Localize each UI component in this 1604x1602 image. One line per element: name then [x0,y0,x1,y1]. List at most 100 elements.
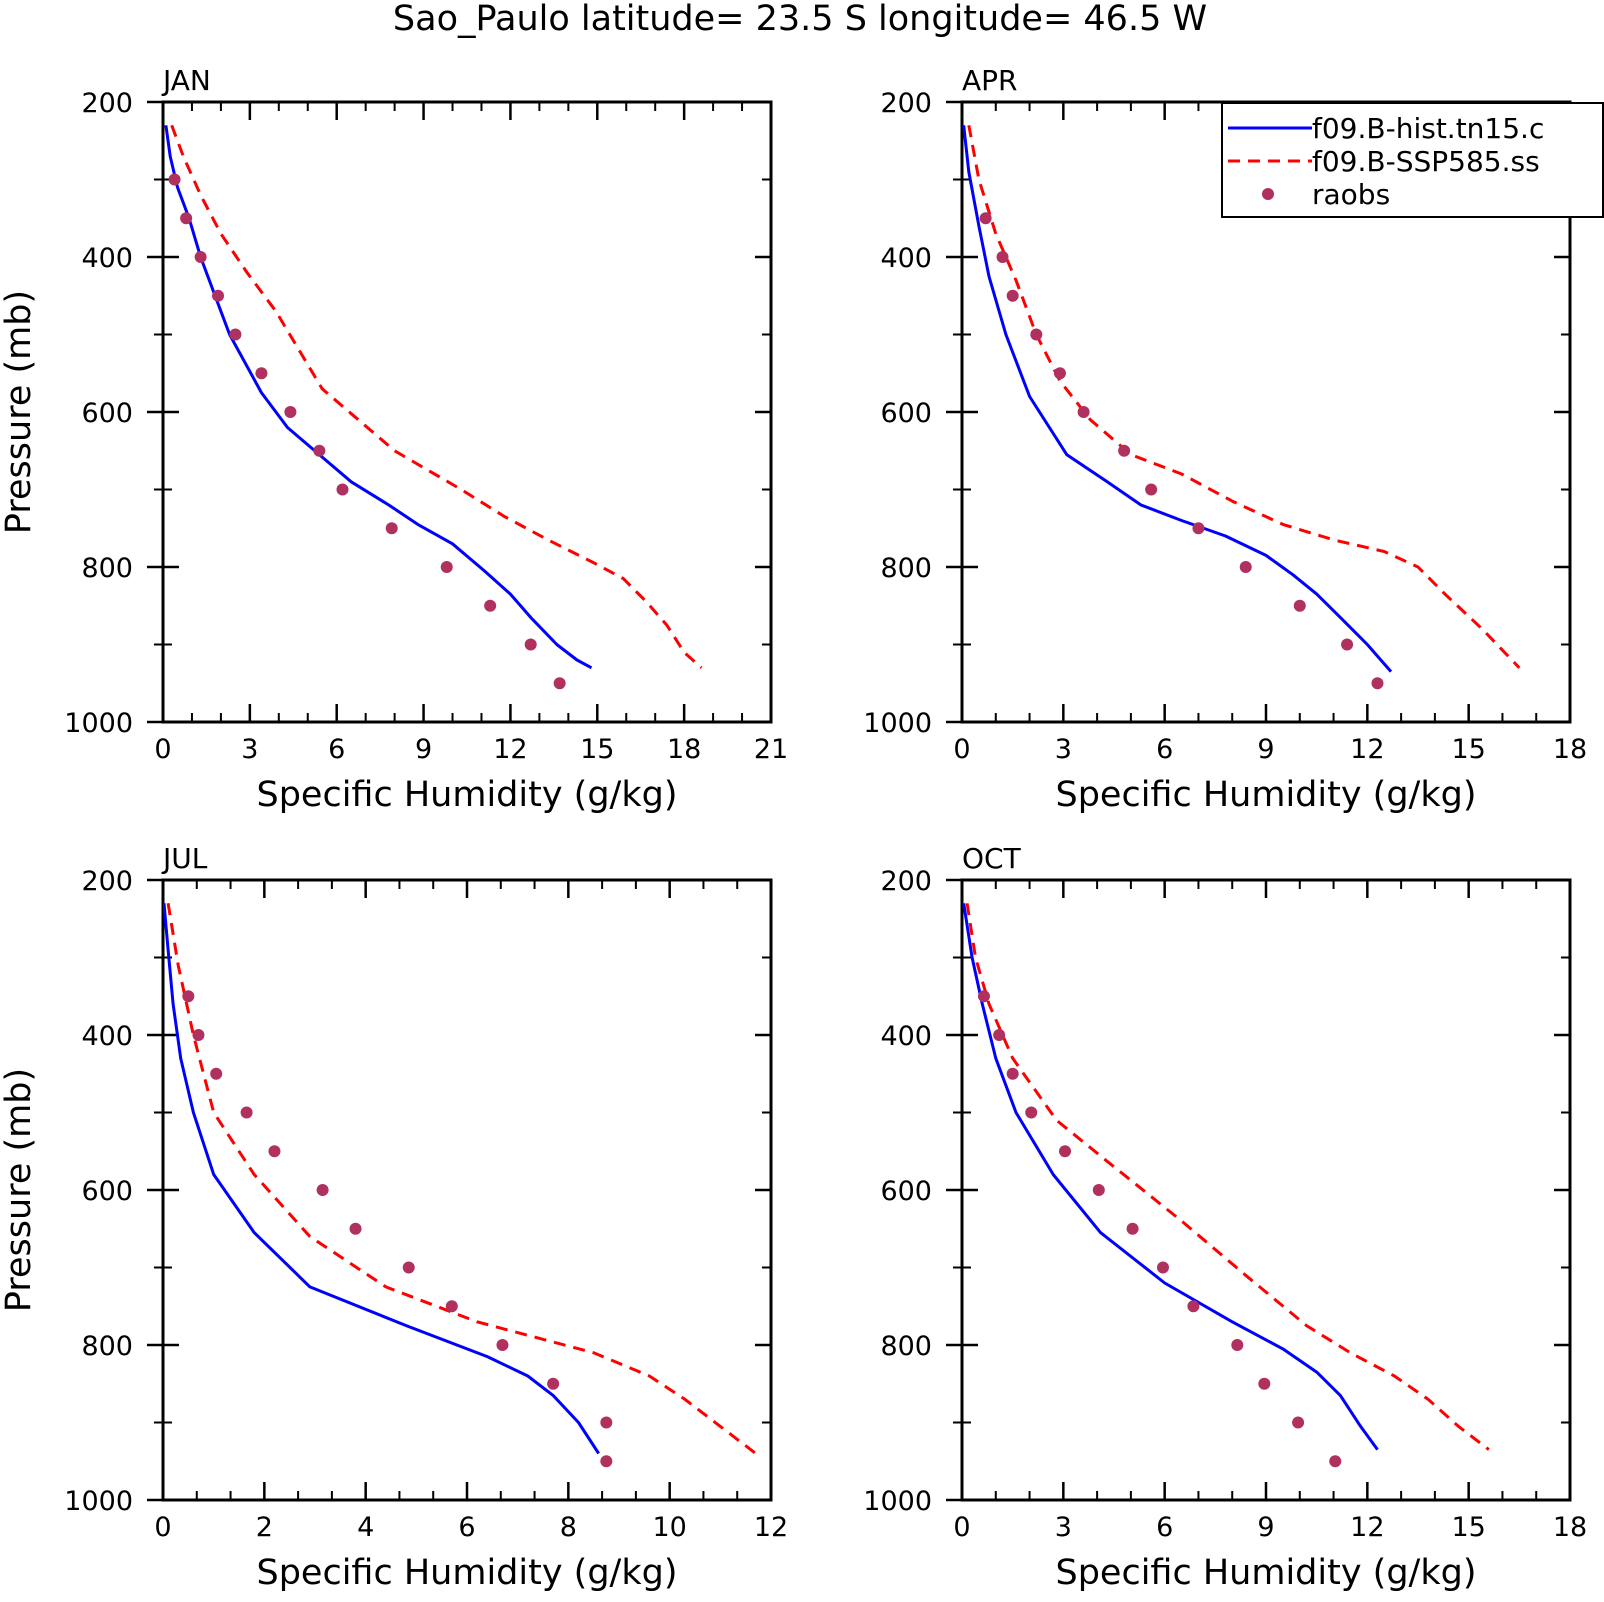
raobs-point [212,289,225,302]
raobs-point [1006,1067,1019,1080]
y-tick-label: 1000 [64,1486,133,1517]
plot-frame [960,878,1572,1502]
x-tick-label: 12 [493,734,527,765]
chart-panel-jan: 0 3 6 9 12 15 18 21 200 400 600 800 1000 JAN Specific … [0,64,788,815]
raobs-point [553,677,566,690]
x-axis-label: Specific Humidity (g/kg) [257,1553,678,1593]
chart-panel-jul: 0 2 4 6 8 10 12 200 400 600 800 1000 JUL Specific Hum… [0,842,788,1593]
raobs-point [1192,522,1205,535]
chart-panel-apr: 0 3 6 9 12 15 18 200 400 600 800 1000 APR Specific Hu… [863,64,1587,815]
series-line-ssp585 [166,903,757,1455]
raobs-point [284,406,297,418]
series-line-hist [962,903,1379,1451]
x-tick-label: 3 [1055,1512,1072,1543]
series-line-ssp585 [965,903,1490,1451]
y-tick-label: 800 [81,1331,133,1362]
y-tick-label: 800 [880,1331,932,1362]
x-tick-label: 6 [1156,734,1173,765]
legend-marker-raobs [1262,188,1274,200]
raobs-point [440,561,453,573]
raobs-point [1145,483,1158,496]
y-tick-label: 200 [880,866,932,897]
x-tick-label: 3 [1055,734,1072,765]
raobs-point [1059,1145,1072,1158]
raobs-point [1006,289,1019,302]
x-tick-label: 21 [754,734,788,765]
y-tick-label: 600 [81,1176,133,1207]
panel-label: APR [962,64,1018,97]
raobs-point [1077,406,1090,418]
panel-label: OCT [962,842,1022,875]
y-tick-label: 400 [81,1021,133,1052]
raobs-point [313,444,326,457]
chart-panel-oct: 0 3 6 9 12 15 18 200 400 600 800 1000 OCT Specific Hu… [863,842,1587,1593]
raobs-point [229,328,242,341]
x-tick-label: 0 [154,734,171,765]
raobs-point [192,1029,205,1041]
raobs-point [1329,1455,1342,1468]
raobs-point [1231,1339,1244,1351]
plot-area [164,124,703,690]
raobs-point [336,483,349,496]
y-tick-label: 1000 [863,708,932,739]
raobs-point [600,1416,613,1429]
x-tick-label: 15 [580,734,614,765]
y-tick-label: 200 [81,866,133,897]
x-axis-label: Specific Humidity (g/kg) [257,775,678,815]
series-line-hist [962,125,1393,673]
series-line-ssp585 [967,125,1521,669]
y-tick-label: 1000 [64,708,133,739]
x-tick-label: 15 [1451,734,1485,765]
x-tick-label: 18 [1553,1512,1587,1543]
raobs-point [349,1222,362,1235]
y-tick-label: 800 [81,553,133,584]
y-tick-label: 200 [81,88,133,119]
y-tick-label: 400 [880,1021,932,1052]
x-tick-label: 15 [1451,1512,1485,1543]
plot-area [962,125,1521,690]
series-line-hist [164,125,593,670]
x-axis-label: Specific Humidity (g/kg) [1056,775,1477,815]
raobs-point [993,1029,1006,1041]
legend-box [1221,102,1604,218]
x-tick-label: 6 [328,734,345,765]
raobs-point [1025,1106,1038,1119]
x-tick-label: 0 [154,1512,171,1543]
x-tick-label: 9 [1257,1512,1274,1543]
raobs-point [484,599,497,612]
x-tick-label: 12 [1350,1512,1384,1543]
x-tick-label: 9 [1257,734,1274,765]
raobs-point [1118,444,1131,457]
raobs-point [268,1145,281,1158]
y-tick-label: 600 [81,398,133,429]
y-tick-label: 800 [880,553,932,584]
raobs-point [1371,677,1384,690]
raobs-point [547,1377,560,1390]
series-line-ssp585 [170,124,703,669]
raobs-point [1156,1261,1169,1274]
raobs-point [385,522,398,535]
raobs-point [1187,1300,1200,1313]
raobs-point [1341,638,1354,651]
x-tick-label: 18 [667,734,701,765]
x-tick-label: 0 [953,1512,970,1543]
x-tick-label: 10 [652,1512,686,1543]
raobs-point [496,1339,509,1351]
y-axis-label: Pressure (mb) [0,1068,39,1312]
raobs-point [1239,561,1252,573]
figure-title: Sao_Paulo latitude= 23.5 S longitude= 46… [393,0,1207,39]
y-axis-label: Pressure (mb) [0,290,39,534]
raobs-point [1053,367,1066,380]
raobs-point [255,367,268,380]
y-tick-label: 600 [880,398,932,429]
x-tick-label: 6 [1156,1512,1173,1543]
x-axis-label: Specific Humidity (g/kg) [1056,1553,1477,1593]
x-tick-label: 0 [953,734,970,765]
y-tick-label: 600 [880,1176,932,1207]
x-tick-label: 8 [560,1512,577,1543]
plot-frame [161,878,773,1502]
raobs-point [1126,1222,1139,1235]
legend-label: f09.B-SSP585.ss [1312,145,1540,178]
plot-area [962,903,1490,1468]
raobs-point [1030,328,1043,341]
